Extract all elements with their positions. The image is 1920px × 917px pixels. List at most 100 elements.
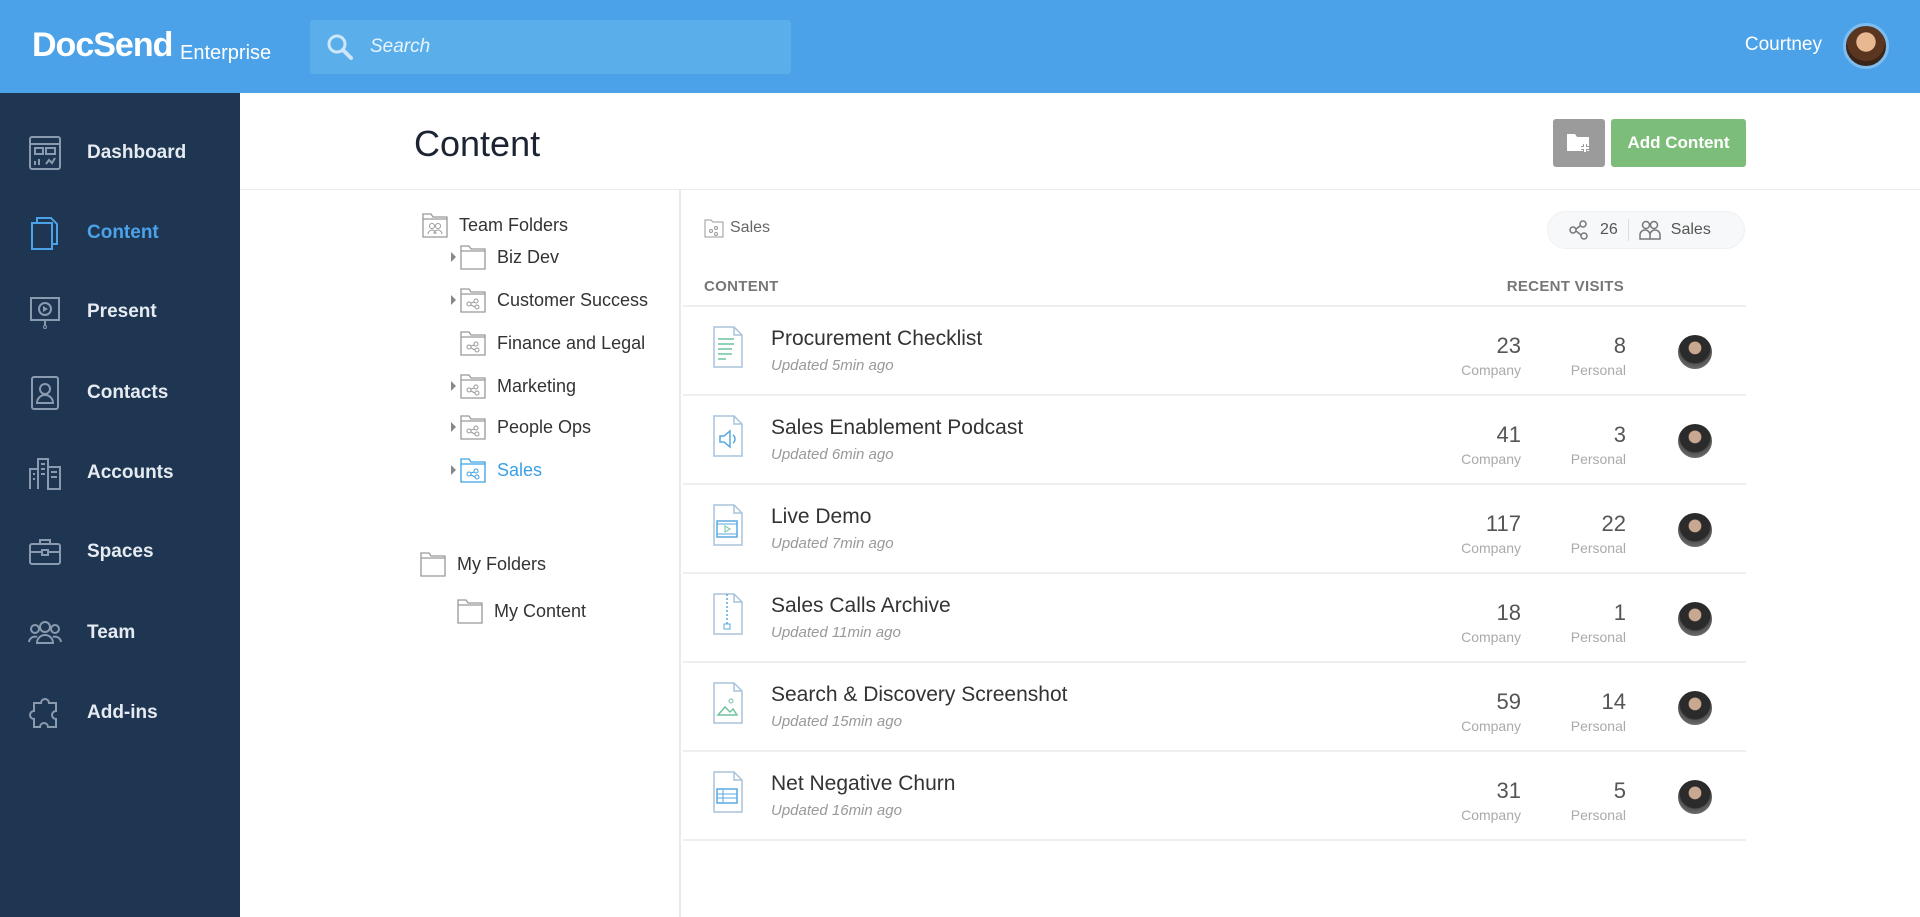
tree-folder-sales[interactable]: Sales [451, 454, 542, 486]
owner-avatar[interactable] [1678, 424, 1712, 458]
expand-arrow-icon[interactable] [451, 295, 456, 305]
updated-time: Updated 16min ago [771, 802, 902, 819]
folder-icon [457, 599, 483, 624]
tree-folder-customer-success[interactable]: Customer Success [451, 284, 648, 316]
owner-avatar[interactable] [1678, 691, 1712, 725]
breadcrumb-label: Sales [730, 219, 771, 236]
team-icon [28, 621, 62, 644]
user-avatar[interactable] [1843, 23, 1889, 69]
personal-visits: 3 [1613, 422, 1626, 447]
content-row[interactable]: Procurement Checklist Updated 5min ago 23 C… [683, 307, 1746, 396]
sidebar-item-spaces[interactable]: Spaces [0, 522, 240, 582]
add-content-button[interactable]: Add Content [1611, 119, 1746, 167]
folder-plus-icon [1567, 133, 1589, 152]
personal-visits: 1 [1613, 600, 1626, 625]
spaces-icon [29, 539, 61, 565]
content-title[interactable]: Sales Calls Archive [771, 594, 951, 617]
new-folder-button[interactable] [1553, 119, 1605, 167]
company-visits: 18 [1496, 600, 1521, 625]
sidebar-item-label: Team [87, 622, 136, 643]
sidebar-item-contacts[interactable]: Contacts [0, 363, 240, 423]
content-title[interactable]: Live Demo [771, 505, 872, 528]
content-row[interactable]: Search & Discovery Screenshot Updated 15m… [683, 663, 1746, 752]
spreadsheet-file-icon [713, 771, 743, 813]
owner-avatar[interactable] [1678, 513, 1712, 547]
personal-visits: 5 [1613, 778, 1626, 803]
personal-label: Personal [1570, 629, 1626, 645]
search-icon [327, 34, 353, 60]
shared-folder-icon [704, 219, 724, 238]
dashboard-icon [29, 136, 61, 170]
sidebar-item-team[interactable]: Team [0, 603, 240, 663]
my-folders-header[interactable]: My Folders [419, 548, 546, 580]
search-box[interactable] [310, 20, 791, 74]
personal-visits: 8 [1613, 333, 1626, 358]
user-name[interactable]: Courtney [1744, 34, 1822, 55]
zip-file-icon [713, 593, 743, 635]
content-row[interactable]: Sales Enablement Podcast Updated 6min ago… [683, 396, 1746, 485]
sidebar-item-label: Content [87, 222, 159, 243]
tree-folder-finance-and-legal[interactable]: Finance and Legal [459, 327, 645, 359]
divider [683, 305, 1746, 307]
owner-avatar[interactable] [1678, 780, 1712, 814]
content-title[interactable]: Procurement Checklist [771, 327, 983, 350]
updated-time: Updated 6min ago [771, 446, 894, 463]
search-input[interactable] [370, 20, 770, 74]
personal-visits: 14 [1601, 689, 1626, 714]
content-icon [31, 217, 58, 250]
expand-arrow-icon[interactable] [451, 252, 456, 262]
personal-label: Personal [1570, 362, 1626, 378]
sidebar: Dashboard Content Present Contacts Accounts S… [0, 93, 240, 917]
content-title[interactable]: Sales Enablement Podcast [771, 416, 1024, 439]
column-header-recent-visits[interactable]: RECENT VISITS [1506, 278, 1624, 295]
tree-folder-my-content[interactable]: My Content [456, 595, 586, 627]
group-icon [1639, 220, 1661, 240]
content-row[interactable]: Live Demo Updated 7min ago 117 Company 22 Per… [683, 485, 1746, 574]
sidebar-item-label: Contacts [87, 382, 169, 403]
owner-avatar[interactable] [1678, 335, 1712, 369]
company-visits: 23 [1496, 333, 1521, 358]
team-folders-header[interactable]: Team Folders [421, 209, 568, 241]
sidebar-item-dashboard[interactable]: Dashboard [0, 123, 240, 183]
sidebar-item-content[interactable]: Content [0, 203, 240, 263]
tree-folder-marketing[interactable]: Marketing [451, 370, 576, 402]
tree-folder-biz-dev[interactable]: Biz Dev [451, 241, 560, 273]
folder-icon [460, 245, 486, 270]
owner-avatar[interactable] [1678, 602, 1712, 636]
sharing-summary[interactable]: 26 Sales [1547, 211, 1745, 249]
company-label: Company [1461, 718, 1521, 734]
top-bar: DocSend Enterprise Courtney [0, 0, 1920, 93]
personal-label: Personal [1570, 718, 1626, 734]
video-file-icon [713, 504, 743, 546]
logo[interactable]: DocSend [32, 26, 173, 64]
audio-file-icon [713, 415, 743, 457]
folder-label: Biz Dev [497, 246, 560, 267]
sidebar-item-accounts[interactable]: Accounts [0, 443, 240, 503]
company-visits: 31 [1496, 778, 1521, 803]
content-row[interactable]: Net Negative Churn Updated 16min ago 31 Com… [683, 752, 1746, 841]
share-count: 26 [1600, 221, 1618, 238]
content-row[interactable]: Sales Calls Archive Updated 11min ago 18 Co… [683, 574, 1746, 663]
tree-folder-people-ops[interactable]: People Ops [451, 411, 591, 443]
sidebar-item-label: Present [87, 301, 157, 322]
updated-time: Updated 5min ago [771, 357, 894, 374]
sidebar-item-add-ins[interactable]: Add-ins [0, 683, 240, 743]
folder-label: My Folders [457, 553, 547, 574]
expand-arrow-icon[interactable] [451, 422, 456, 432]
folder-label: My Content [494, 600, 587, 621]
shared-folder-icon [460, 415, 486, 440]
sidebar-item-label: Spaces [87, 541, 154, 562]
expand-arrow-icon[interactable] [451, 381, 456, 391]
logo-edition: Enterprise [180, 42, 272, 64]
breadcrumb[interactable]: Sales [704, 218, 770, 238]
group-name: Sales [1670, 221, 1711, 238]
sidebar-item-label: Dashboard [87, 142, 187, 163]
expand-arrow-icon[interactable] [451, 465, 456, 475]
content-title[interactable]: Net Negative Churn [771, 772, 956, 795]
content-title[interactable]: Search & Discovery Screenshot [771, 683, 1068, 706]
present-icon [30, 297, 60, 329]
company-visits: 59 [1496, 689, 1521, 714]
column-header-content[interactable]: CONTENT [704, 278, 779, 295]
personal-label: Personal [1570, 807, 1626, 823]
sidebar-item-present[interactable]: Present [0, 282, 240, 342]
